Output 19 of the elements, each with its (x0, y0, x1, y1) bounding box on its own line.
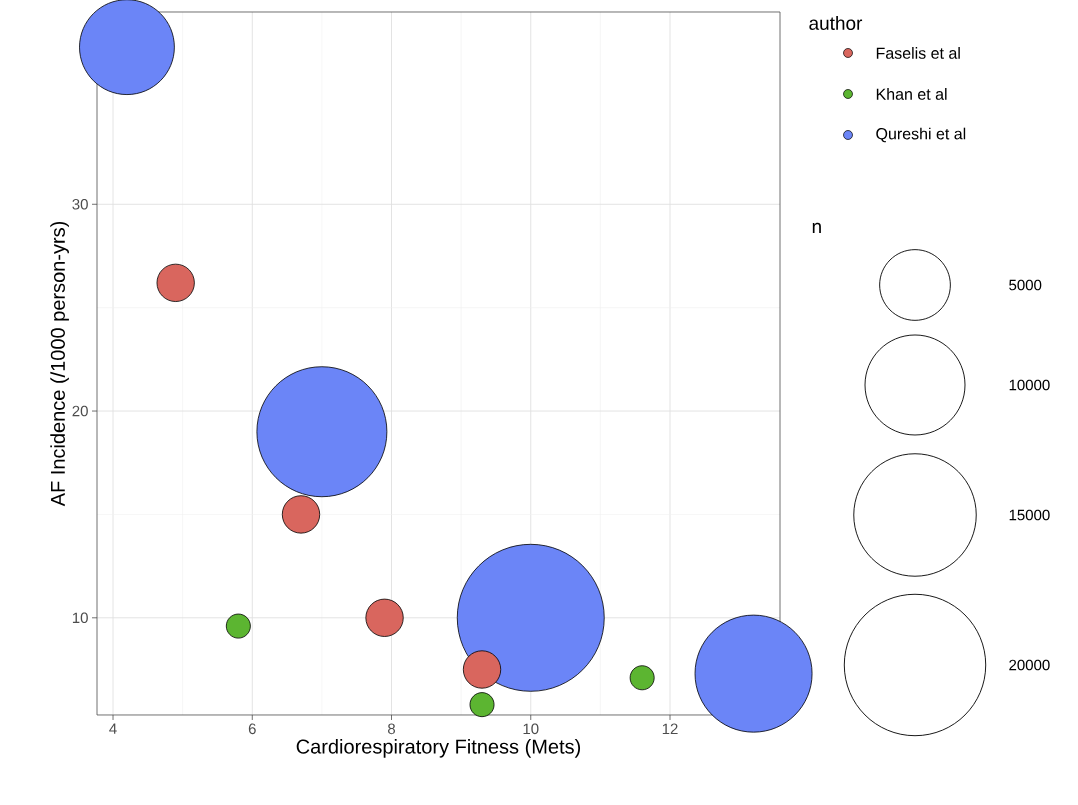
text: n (812, 222, 821, 234)
y-tick-label: 30 (72, 198, 88, 210)
x-axis-title: Cardiorespiratory Fitness (Mets) (296, 739, 581, 758)
x-tick-label: 8 (388, 723, 396, 735)
legend-label: 10000 (1009, 379, 1050, 391)
y-tick-label: 10 (72, 612, 88, 624)
y-axis-title: AF Incidence (/1000 person-yrs) (50, 221, 69, 507)
x-tick-label: 6 (248, 723, 256, 735)
legend-label: Khan et al (876, 88, 947, 100)
legend-label: 15000 (1009, 509, 1050, 521)
x-tick-label: 4 (109, 723, 117, 734)
legend-label: Faselis et al (876, 47, 960, 59)
legend-label: Qureshi et al (876, 127, 966, 143)
legend-title: author (809, 16, 863, 30)
legend-label: 20000 (1009, 659, 1050, 671)
y-tick-label: 20 (72, 405, 88, 417)
legend-label: 5000 (1009, 279, 1042, 291)
x-tick-label: 12 (662, 723, 678, 734)
x-tick-label: 10 (523, 723, 539, 735)
